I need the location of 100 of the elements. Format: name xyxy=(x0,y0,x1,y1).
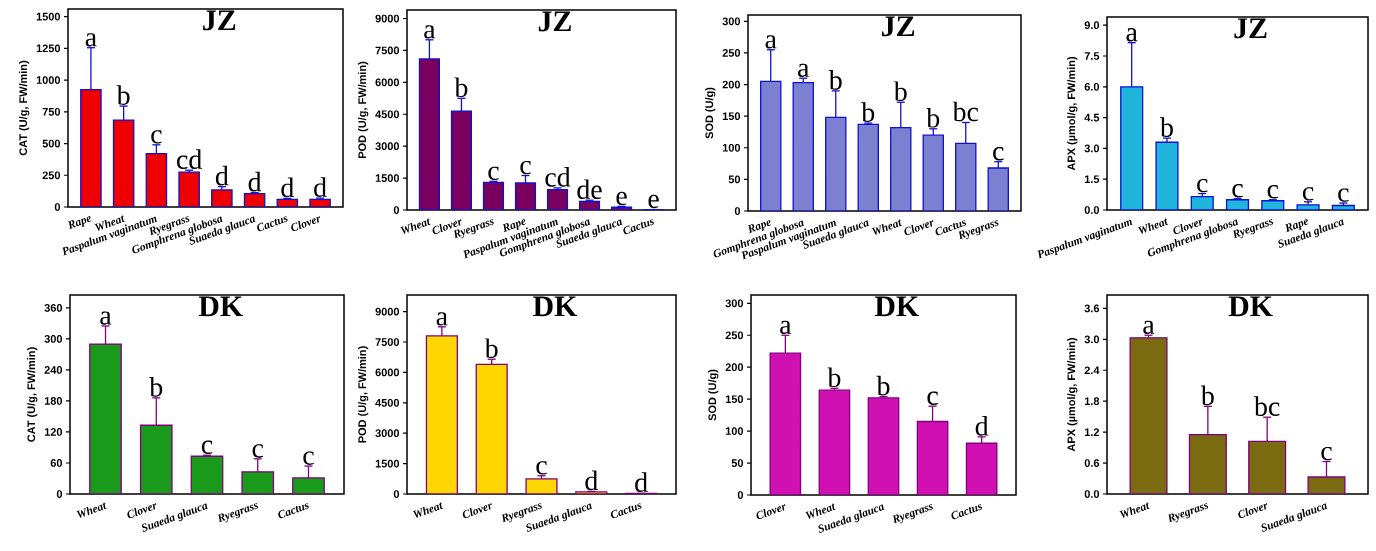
y-tick-label: 1.2 xyxy=(1084,428,1100,436)
annotation: b xyxy=(116,85,130,105)
y-tick-label: 1250 xyxy=(36,44,61,53)
y-axis-title: APX (µmol/g, FW/min) xyxy=(1067,338,1078,452)
y-tick-label: 0 xyxy=(737,491,744,499)
x-tick-label: Cactus xyxy=(257,216,288,232)
x-tick-label: Wheat xyxy=(1137,218,1169,235)
annotation: e xyxy=(648,194,659,209)
y-tick-label: 750 xyxy=(42,107,61,116)
y-tick-label: 150 xyxy=(722,112,741,121)
y-tick-label: 0 xyxy=(734,207,741,215)
x-tick-label: Wheat xyxy=(412,502,444,519)
annotation: b xyxy=(454,77,468,98)
x-tick-label: Clover xyxy=(291,216,321,232)
chart-title: JZ xyxy=(203,10,236,31)
annotation: a xyxy=(436,312,448,326)
y-tick-label: 1500 xyxy=(375,174,400,182)
y-tick-label: 0 xyxy=(393,206,400,214)
annotation: a xyxy=(1126,28,1138,42)
annotation: b xyxy=(484,338,498,359)
chart-title: JZ xyxy=(882,16,915,37)
annotation: c xyxy=(201,440,213,455)
annotation: c xyxy=(1338,188,1349,202)
y-tick-label: 1.5 xyxy=(1084,175,1100,184)
annotation: d xyxy=(248,171,262,192)
annotation: a xyxy=(100,311,112,325)
annotation: b xyxy=(926,107,940,128)
y-tick-label: 0.0 xyxy=(1084,490,1100,498)
x-tick-label: Cactus xyxy=(623,219,654,235)
y-tick-label: 2.4 xyxy=(1084,366,1100,375)
y-tick-label: 3.0 xyxy=(1084,144,1100,153)
y-tick-label: 6.0 xyxy=(1084,82,1100,91)
annotation: cd xyxy=(545,167,571,187)
annotation: b xyxy=(1160,117,1173,137)
annotation: d xyxy=(215,165,229,186)
annotation: d xyxy=(281,177,294,198)
y-tick-label: 9.0 xyxy=(1084,21,1100,30)
y-tick-label: 360 xyxy=(44,304,63,312)
chart-title: JZ xyxy=(538,11,571,32)
x-tick-label: Cactus xyxy=(951,504,982,520)
annotation: c xyxy=(303,451,314,465)
x-tick-label: Clover xyxy=(756,504,786,520)
chart-title: DK xyxy=(198,296,243,317)
y-tick-label: 9000 xyxy=(375,307,400,316)
x-tick-label: Wheat xyxy=(1119,502,1150,519)
annotation: d xyxy=(975,416,989,436)
x-tick-label: Cactus xyxy=(610,503,642,519)
y-tick-label: 120 xyxy=(44,428,63,436)
annotation: e xyxy=(616,191,627,206)
y-axis-title: CAT (U/g, FW/min) xyxy=(19,60,30,156)
annotation: c xyxy=(993,147,1004,161)
y-tick-label: 3000 xyxy=(375,429,400,438)
annotation: b xyxy=(1200,385,1214,406)
y-tick-label: 300 xyxy=(725,299,744,308)
annotation: c xyxy=(1302,187,1314,201)
y-tick-label: 300 xyxy=(722,17,741,26)
annotation: d xyxy=(635,472,648,492)
y-tick-label: 50 xyxy=(728,175,741,184)
y-tick-label: 500 xyxy=(42,139,61,148)
chart-title: DK xyxy=(874,296,919,317)
annotation: a xyxy=(1143,320,1155,334)
x-tick-label: Wheat xyxy=(76,502,107,519)
annotation: c xyxy=(151,130,162,144)
y-tick-label: 60 xyxy=(50,459,63,467)
x-tick-label: Clover xyxy=(904,220,934,236)
x-tick-label: Rape xyxy=(68,216,92,230)
y-tick-label: 250 xyxy=(725,331,744,340)
annotation: c xyxy=(520,160,531,175)
annotation: bc xyxy=(952,101,979,122)
y-axis-title: POD (U/g, FW/min) xyxy=(358,346,369,443)
y-tick-label: 4500 xyxy=(375,398,400,407)
y-tick-label: 1000 xyxy=(36,76,61,84)
y-tick-label: 150 xyxy=(725,395,744,404)
y-tick-label: 0.6 xyxy=(1084,459,1100,467)
annotation: b xyxy=(827,367,841,388)
y-tick-label: 7500 xyxy=(375,338,400,346)
y-axis-title: APX (µmol/g, FW/min) xyxy=(1067,57,1078,171)
y-tick-label: 200 xyxy=(722,80,741,89)
y-tick-label: 0.0 xyxy=(1084,206,1100,214)
annotation: cd xyxy=(177,149,202,169)
annotation: a xyxy=(780,320,792,335)
annotation: c xyxy=(536,461,547,475)
annotation: d xyxy=(585,470,598,491)
y-tick-label: 250 xyxy=(722,49,741,57)
y-axis-title: SOD (U/g) xyxy=(705,87,716,139)
y-tick-label: 7500 xyxy=(375,46,400,55)
chart-title: DK xyxy=(533,296,578,317)
x-tick-label: Cactus xyxy=(278,503,309,519)
x-tick-label: Wheat xyxy=(400,218,431,235)
y-tick-label: 3000 xyxy=(375,142,400,151)
annotation: c xyxy=(1267,185,1279,199)
y-tick-label: 9000 xyxy=(375,14,400,23)
y-axis-title: CAT (U/g, FW/min) xyxy=(27,347,38,442)
annotation: bc xyxy=(1254,396,1280,416)
annotation: b xyxy=(861,102,875,122)
y-tick-label: 6000 xyxy=(375,78,400,87)
annotation: c xyxy=(927,391,938,405)
y-tick-label: 1500 xyxy=(375,459,400,468)
annotation: c xyxy=(1232,184,1243,198)
y-tick-label: 180 xyxy=(44,397,63,405)
